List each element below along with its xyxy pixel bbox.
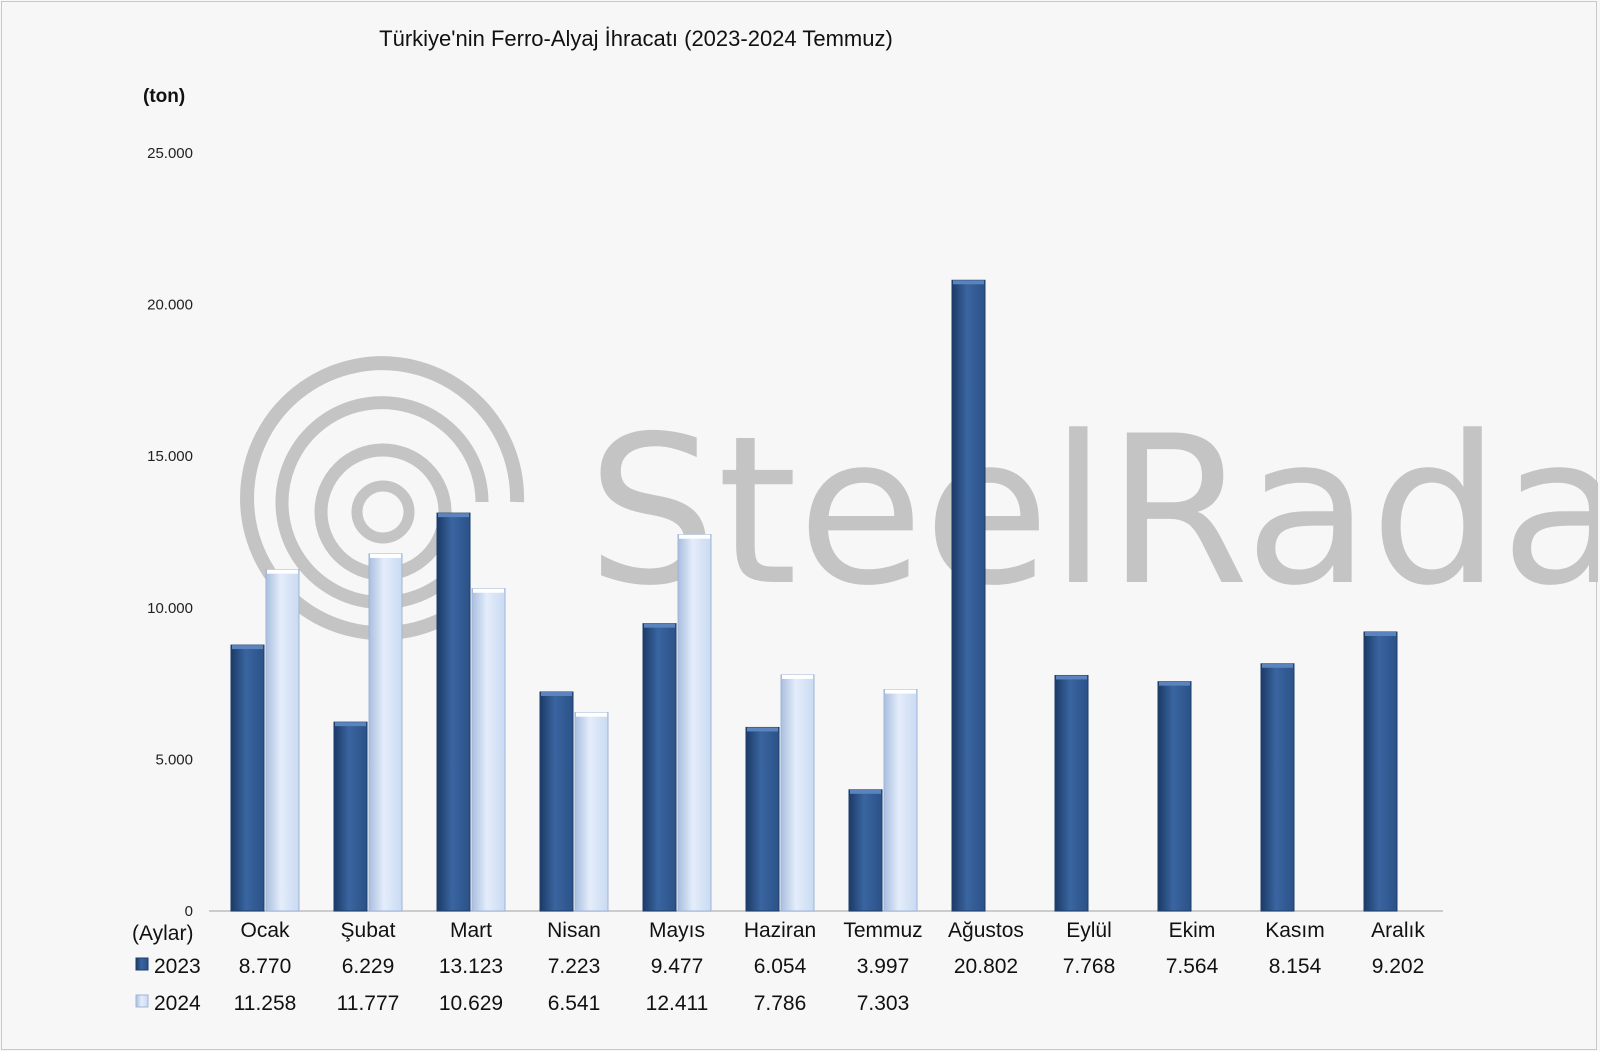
bar-cap xyxy=(679,534,710,539)
bar-cap xyxy=(747,727,778,732)
category-label: Ekim xyxy=(1169,919,1216,942)
bar-2023-Şubat xyxy=(333,721,368,912)
bar-cap xyxy=(1262,663,1293,668)
bar-2023-Temmuz xyxy=(848,789,883,912)
category-labels: Ocak Şubat Mart Nisan Mayıs Haziran Temmuz Ağus… xyxy=(240,919,1425,942)
bar-2023-Kasım xyxy=(1260,663,1295,912)
bar-cap xyxy=(1056,675,1087,680)
table-value-2023: 20.802 xyxy=(954,955,1018,978)
y-tick-label: 10.000 xyxy=(147,600,193,617)
category-label: Mart xyxy=(450,919,492,942)
bar-2024-Mayıs xyxy=(677,534,712,912)
table-value-2024: 6.541 xyxy=(548,992,601,1015)
bar-2023-Mayıs xyxy=(642,623,677,912)
bar-2024-Temmuz xyxy=(883,689,918,912)
bar-2023-Ocak xyxy=(230,644,265,912)
bar-cap xyxy=(644,623,675,628)
bar-2024-Şubat xyxy=(368,553,403,912)
bar-cap xyxy=(232,645,263,650)
bar-cap xyxy=(1159,681,1190,686)
bar-cap xyxy=(953,280,984,285)
category-label: Haziran xyxy=(744,919,816,942)
data-table: 2023 8.770 6.229 13.123 7.223 9.477 6.054 3.997… xyxy=(135,955,1425,1015)
bar-cap xyxy=(850,789,881,794)
table-value-2023: 7.768 xyxy=(1063,955,1116,978)
table-value-2024: 10.629 xyxy=(439,992,503,1015)
y-unit-label: (ton) xyxy=(143,86,185,107)
table-value-2023: 7.564 xyxy=(1166,955,1219,978)
category-label: Kasım xyxy=(1265,919,1325,942)
bar-2023-Ekim xyxy=(1157,681,1192,912)
bar-2023-Nisan xyxy=(539,691,574,912)
table-value-2023: 7.223 xyxy=(548,955,601,978)
bar-2024-Ocak xyxy=(265,569,300,912)
category-label: Temmuz xyxy=(843,919,922,942)
legend-key-2024 xyxy=(135,994,149,1008)
y-tick-label: 15.000 xyxy=(147,448,193,465)
y-tick-label: 25.000 xyxy=(147,145,193,162)
bar-cap xyxy=(885,689,916,694)
table-value-2023: 8.154 xyxy=(1269,955,1322,978)
bar-2023-Aralık xyxy=(1363,631,1398,912)
category-label: Ağustos xyxy=(948,919,1024,942)
category-label: Ocak xyxy=(240,919,290,942)
bar-cap xyxy=(782,674,813,679)
bar-cap xyxy=(1365,631,1396,636)
category-label: Eylül xyxy=(1066,919,1112,942)
y-tick-label: 20.000 xyxy=(147,297,193,314)
bar-cap xyxy=(370,553,401,558)
table-value-2023: 6.054 xyxy=(754,955,807,978)
bar-2024-Mart xyxy=(471,588,506,912)
bar-2023-Eylül xyxy=(1054,674,1089,912)
category-label: Nisan xyxy=(547,919,601,942)
watermark-text: SteelRadar xyxy=(587,393,1598,631)
bar-cap xyxy=(576,712,607,717)
category-label: Mayıs xyxy=(649,919,705,942)
y-axis-ticks: 0 5.000 10.000 15.000 20.000 25.000 xyxy=(147,145,193,920)
table-value-2023: 3.997 xyxy=(857,955,910,978)
bar-2023-Haziran xyxy=(745,726,780,912)
table-value-2023: 9.477 xyxy=(651,955,704,978)
y-tick-label: 5.000 xyxy=(155,751,193,768)
chart-title: Türkiye'nin Ferro-Alyaj İhracatı (2023-2… xyxy=(379,26,893,51)
table-value-2023: 13.123 xyxy=(439,955,503,978)
y-tick-label: 0 xyxy=(185,903,193,920)
table-value-2023: 9.202 xyxy=(1372,955,1425,978)
legend-key-2023 xyxy=(135,957,149,971)
bar-2023-Mart xyxy=(436,512,471,912)
table-value-2024: 7.786 xyxy=(754,992,807,1015)
bar-2024-Nisan xyxy=(574,712,609,912)
watermark-logo: SteelRadar xyxy=(240,356,1598,641)
bar-cap xyxy=(335,722,366,727)
bar-cap xyxy=(473,588,504,593)
table-value-2024: 12.411 xyxy=(646,992,709,1015)
category-label: Şubat xyxy=(341,919,396,942)
table-value-2023: 8.770 xyxy=(239,955,292,978)
bar-2024-Haziran xyxy=(780,674,815,912)
category-label: Aralık xyxy=(1371,919,1425,942)
bars-group xyxy=(230,279,1398,912)
table-value-2024: 11.777 xyxy=(337,992,400,1015)
bar-cap xyxy=(541,691,572,696)
table-value-2024: 11.258 xyxy=(234,992,297,1015)
x-axis-label: (Aylar) xyxy=(132,922,193,945)
bar-cap xyxy=(438,513,469,518)
legend-label-2023: 2023 xyxy=(154,955,201,978)
table-value-2024: 7.303 xyxy=(857,992,910,1015)
bar-cap xyxy=(267,569,298,574)
legend-label-2024: 2024 xyxy=(154,992,201,1015)
bar-2023-Ağustos xyxy=(951,279,986,912)
table-value-2023: 6.229 xyxy=(342,955,395,978)
